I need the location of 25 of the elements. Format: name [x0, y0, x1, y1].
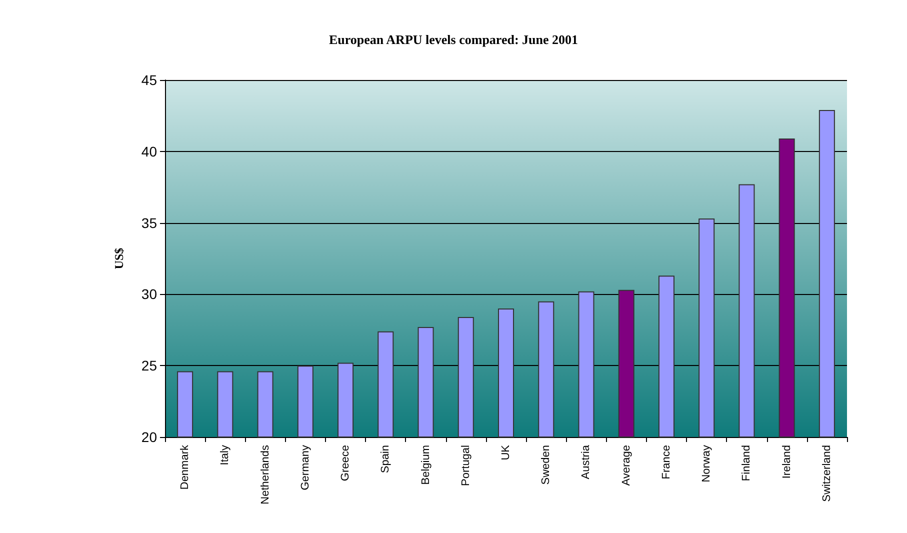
x-tick-label: Portugal [460, 445, 472, 486]
y-tick-label: 40 [141, 143, 158, 160]
x-tick-label: France [660, 445, 672, 480]
x-tick-label: Greece [340, 445, 352, 482]
x-tick-label: Ireland [780, 445, 793, 479]
x-tick-label: Switzerland [820, 445, 833, 502]
x-tick-label: Germany [299, 444, 312, 490]
x-tick-label: Denmark [179, 444, 192, 490]
x-tick-label: Finland [740, 445, 753, 482]
x-tick-label: Average [620, 445, 632, 486]
x-tick-label: Spain [380, 445, 392, 474]
y-tick-label: 30 [141, 286, 158, 302]
x-tick-label: Netherlands [259, 444, 272, 504]
x-tick-label: UK [500, 444, 512, 460]
chart-title: European ARPU levels compared: June 2001 [328, 32, 578, 47]
x-tick-label: Norway [700, 444, 713, 482]
x-tick-label: Sweden [540, 445, 552, 485]
x-tick-label: Belgium [420, 445, 432, 485]
x-tick-label: Italy [219, 444, 232, 466]
y-tick-label: 25 [141, 358, 158, 374]
y-tick-label: 20 [141, 429, 158, 445]
y-tick-label: 35 [141, 214, 158, 231]
y-tick-label: 45 [141, 72, 158, 88]
x-tick-label: Austria [580, 444, 592, 480]
y-axis-title: US$ [112, 248, 126, 270]
